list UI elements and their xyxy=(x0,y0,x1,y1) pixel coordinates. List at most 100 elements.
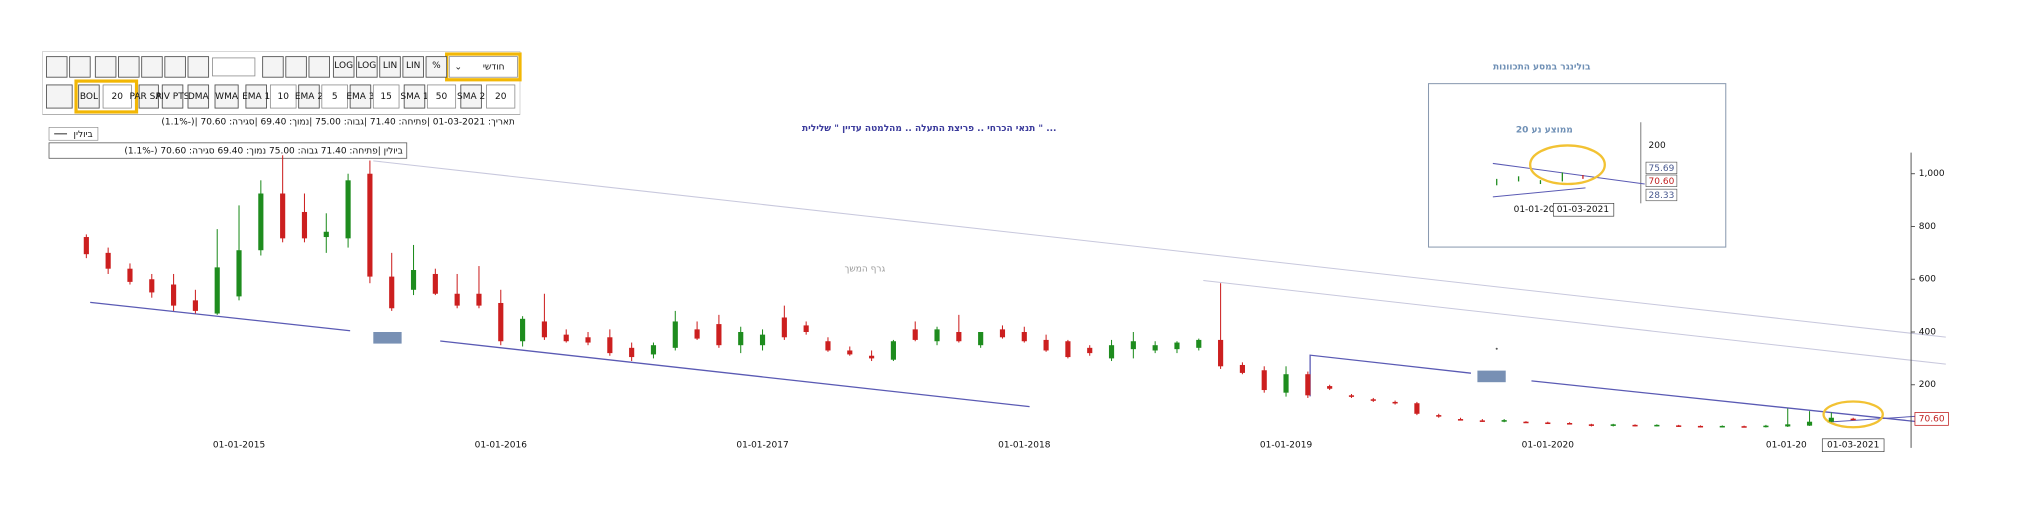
candle-body xyxy=(1108,345,1115,359)
inset-tick: 200 xyxy=(1649,141,1666,151)
tool-button[interactable] xyxy=(308,56,331,78)
tool-button-label: PIV PTS xyxy=(156,92,190,102)
inset: בולינגר במסע התכוונות ממוצע נע 20 200 75… xyxy=(1427,62,1727,248)
candle-body xyxy=(759,334,766,346)
input-field[interactable] xyxy=(269,84,297,109)
input-value: 5 xyxy=(332,92,338,102)
input-field[interactable] xyxy=(372,84,400,109)
dot xyxy=(1495,347,1498,350)
candle-body xyxy=(1218,339,1224,367)
tool-button-label: WMA xyxy=(215,92,239,102)
candle-body xyxy=(672,321,678,348)
tool-button[interactable] xyxy=(298,84,320,109)
tool-button[interactable] xyxy=(45,56,68,78)
input-field[interactable] xyxy=(102,84,132,109)
tool-button[interactable] xyxy=(187,56,210,78)
candle-body xyxy=(1043,339,1049,351)
candle-body xyxy=(1719,425,1725,428)
input-field[interactable] xyxy=(321,84,348,109)
annotation: גרף המשך xyxy=(845,264,886,274)
tool-button[interactable] xyxy=(94,56,117,78)
period: חודשי xyxy=(483,62,505,72)
tool-button-label: EMA 2 xyxy=(295,92,323,102)
inset-upper: 75.69 xyxy=(1649,164,1675,174)
inset-label-box xyxy=(1645,174,1678,187)
candle-body xyxy=(912,329,918,340)
tool-button[interactable] xyxy=(403,84,426,109)
inset-frame xyxy=(1427,83,1727,248)
dropdown[interactable] xyxy=(212,57,256,77)
tool-button[interactable] xyxy=(425,56,448,78)
tool-button[interactable] xyxy=(402,56,424,78)
x-tick-label: 01-01-2016 xyxy=(475,441,528,451)
tool-button[interactable] xyxy=(164,56,186,78)
tool-button[interactable] xyxy=(69,56,91,78)
input-value: 10 xyxy=(277,92,289,102)
candle-body xyxy=(258,193,264,251)
input-field[interactable] xyxy=(486,84,516,109)
tool-button[interactable] xyxy=(262,56,284,78)
tool-button-label: EMA 1 xyxy=(242,92,270,102)
candle-body xyxy=(1348,395,1355,397)
period-dropdown[interactable] xyxy=(448,56,518,78)
candle-body xyxy=(541,321,547,338)
info-box-text: ביולין |פתיחה: 71.40 גבוה: 75.00 נמוך: 6… xyxy=(124,147,402,157)
input-field[interactable] xyxy=(426,84,457,109)
tool-button-label: DMA xyxy=(188,92,210,102)
candle-body xyxy=(410,270,417,290)
candle-body xyxy=(1152,345,1158,351)
highlight-circle xyxy=(1529,144,1606,186)
candle-body xyxy=(367,173,373,277)
candle-body xyxy=(890,341,896,360)
inset-label-box xyxy=(1645,188,1678,202)
tool-button[interactable] xyxy=(161,84,184,109)
tool-button[interactable] xyxy=(379,56,401,78)
trend-line xyxy=(1531,380,1946,426)
highlight xyxy=(74,79,139,114)
candle-body xyxy=(345,180,351,239)
candle-body xyxy=(520,318,526,342)
candle-body xyxy=(1327,386,1333,389)
tool-button[interactable] xyxy=(245,84,267,109)
tool-button[interactable] xyxy=(214,84,239,109)
candle-body xyxy=(607,337,613,354)
x-tick-label: 01-03-2021 xyxy=(1827,441,1879,451)
tool-button[interactable] xyxy=(141,56,163,78)
y-tick-label: 1,000 xyxy=(1919,169,1945,179)
candle-body xyxy=(105,252,111,269)
candle-body xyxy=(694,329,700,339)
candle-body xyxy=(1174,342,1180,350)
tool-button[interactable] xyxy=(356,56,378,78)
tool-button[interactable] xyxy=(118,56,140,78)
input-value: 15 xyxy=(380,92,391,102)
x-tick-label: 01-01-2015 xyxy=(213,441,265,451)
candle-body xyxy=(301,211,308,239)
candle-body xyxy=(171,284,177,306)
candle-body xyxy=(934,329,940,342)
trend-line xyxy=(90,301,351,332)
candle-body xyxy=(1763,425,1769,428)
candle-body xyxy=(1567,423,1573,425)
candle-body xyxy=(83,237,89,255)
candle-body xyxy=(1545,422,1551,425)
tool-button[interactable] xyxy=(285,56,307,78)
x-tick-label: 01-01-20 xyxy=(1766,441,1807,451)
candle-body xyxy=(1632,424,1638,427)
candle-body xyxy=(956,332,962,342)
candle-body xyxy=(847,350,853,355)
tool-button[interactable] xyxy=(138,84,159,109)
candle-body xyxy=(1588,424,1594,426)
tool-button[interactable] xyxy=(460,84,482,109)
tool-button[interactable] xyxy=(349,84,372,109)
tool-button[interactable] xyxy=(187,84,210,109)
price-marker-box xyxy=(1914,412,1949,426)
tool-button[interactable] xyxy=(332,56,355,78)
tool-button-label: PAR SAR xyxy=(130,92,168,102)
marker-rect xyxy=(373,332,402,344)
tool-button-label: LOG xyxy=(334,61,353,71)
candle-body xyxy=(1828,417,1834,422)
tool-button[interactable] xyxy=(45,84,73,109)
tool-button[interactable] xyxy=(78,84,100,109)
tool-button-label: LOG xyxy=(357,61,376,71)
